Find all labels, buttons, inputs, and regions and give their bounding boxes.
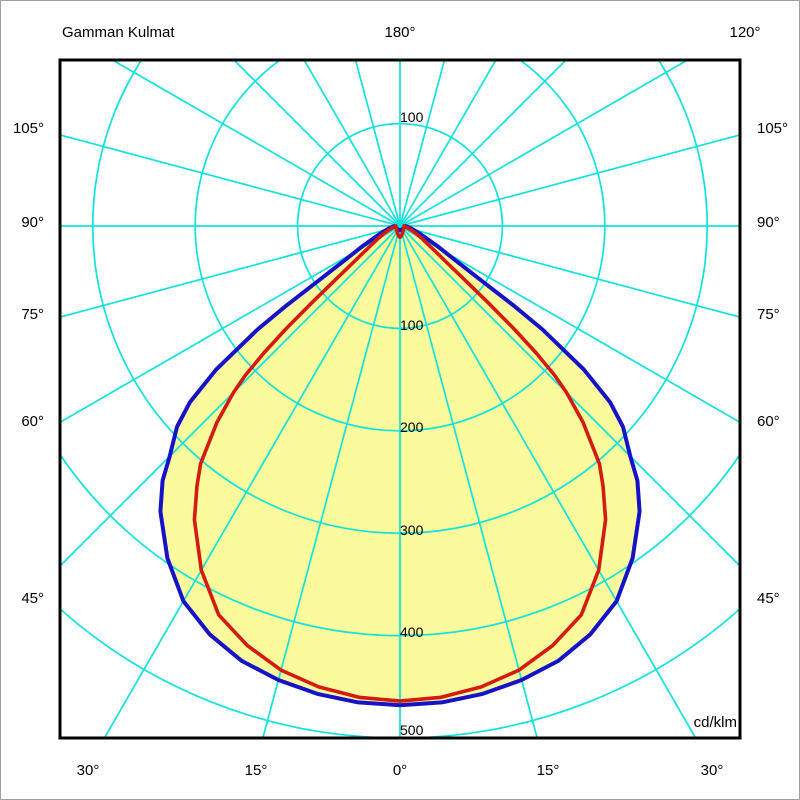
unit-label: cd/klm [694,714,737,731]
distribution-curves [158,224,642,708]
plot-border [58,58,742,740]
ring-label-1: 100 [400,317,424,333]
ring-label-5: 500 [400,722,424,738]
grid-ray-30 [399,225,697,738]
ring-label-4: 400 [400,624,424,640]
angle-label-right-2: 75° [757,306,780,323]
grid-ray-345 [261,225,401,738]
blue-curve [158,224,642,708]
angle-label-180: 180° [384,24,415,41]
grid-ray-135 [399,60,568,227]
chart-title: Gamman Kulmat [62,24,175,41]
grid-ray-285 [60,225,401,318]
grid-ray-330 [103,225,401,738]
angle-label-left-0: 105° [13,120,44,137]
angle-label-left-3: 60° [21,413,44,430]
grid-ray-225 [232,60,401,227]
angle-label-bottom-0: 30° [77,762,100,779]
grid-ray-255 [60,134,401,227]
grid-ray-165 [399,60,446,227]
angle-label-right-0: 105° [757,120,788,137]
angle-label-bottom-4: 30° [701,762,724,779]
grid-ray-240 [110,60,401,227]
grid-ray-120 [399,60,690,227]
angle-label-left-4: 45° [21,590,44,607]
grid-ray-60 [399,225,740,424]
angle-label-left-1: 90° [21,214,44,231]
grid-ray-15 [399,225,539,738]
angle-label-right-3: 60° [757,413,780,430]
ring-label-0: 100 [400,109,424,125]
ring-label-3: 300 [400,522,424,538]
red-curve [192,224,608,703]
axis-labels: 105° 105° 90° 90° 75° 75° 60° 60° 45° 45° 30° 15° 0°… [13,109,788,779]
angle-label-120: 120° [729,24,760,41]
angle-label-bottom-3: 15° [537,762,560,779]
grid-ray-195 [354,60,401,227]
grid-ray-105 [399,134,740,227]
angle-label-right-4: 45° [757,590,780,607]
angle-label-bottom-2: 0° [393,762,407,779]
grid-ray-210 [303,60,401,227]
grid-ray-75 [399,225,740,318]
ring-label-2: 200 [400,419,424,435]
angle-label-right-1: 90° [757,214,780,231]
grid-ray-300 [60,225,401,424]
angle-label-left-2: 75° [21,306,44,323]
angle-label-bottom-1: 15° [245,762,268,779]
grid-ray-150 [399,60,497,227]
